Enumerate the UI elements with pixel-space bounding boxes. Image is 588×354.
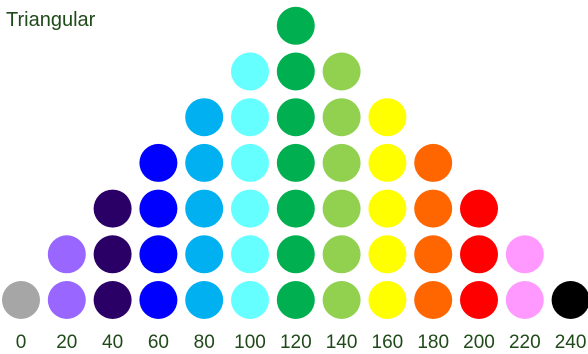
dot-x100-level2 — [231, 235, 269, 274]
dot-x80-level3 — [185, 189, 224, 228]
x-tick-label: 200 — [463, 332, 495, 353]
dot-x180-level3 — [414, 189, 453, 228]
x-tick-label: 160 — [372, 332, 404, 353]
dot-x60-level1 — [139, 281, 178, 319]
dot-columns — [2, 6, 588, 319]
dot-x160-level3 — [368, 189, 407, 228]
dot-x160-level5 — [368, 98, 407, 137]
x-tick-label: 120 — [280, 332, 312, 353]
dot-x140-level4 — [322, 143, 361, 182]
dot-x40-level1 — [93, 281, 132, 319]
dot-x0-level1 — [2, 281, 40, 319]
dot-x120-level4 — [276, 143, 315, 182]
dot-x100-level4 — [231, 143, 269, 182]
dot-x120-level5 — [276, 98, 315, 137]
x-axis-ticks: 0 20 40 60 80 100 120 140 160 180 200 220 240 — [16, 332, 587, 353]
dot-x60-level2 — [139, 235, 178, 274]
dot-x60-level4 — [139, 143, 178, 182]
dot-x200-level2 — [460, 235, 498, 274]
dot-x20-level1 — [47, 281, 86, 319]
dot-x160-level1 — [368, 281, 407, 319]
dot-x120-level2 — [276, 235, 315, 274]
x-tick-label: 140 — [326, 332, 358, 353]
dot-x120-level7 — [276, 6, 315, 45]
x-tick-label: 40 — [102, 332, 123, 353]
x-tick-label: 180 — [417, 332, 449, 353]
dot-x180-level4 — [414, 143, 453, 182]
dot-x140-level3 — [322, 189, 361, 228]
dot-x200-level3 — [460, 189, 498, 228]
dot-x60-level3 — [139, 189, 178, 228]
dot-x80-level1 — [185, 281, 224, 319]
dot-x40-level3 — [93, 189, 132, 228]
dot-x180-level2 — [414, 235, 453, 274]
chart-title: Triangular — [6, 9, 96, 31]
dot-x120-level6 — [276, 52, 315, 91]
x-tick-label: 20 — [56, 332, 77, 353]
x-tick-label: 100 — [234, 332, 266, 353]
dot-x120-level3 — [276, 189, 315, 228]
dot-x140-level2 — [322, 235, 361, 274]
x-tick-label: 240 — [555, 332, 587, 353]
dot-x160-level2 — [368, 235, 407, 274]
dot-x200-level1 — [460, 281, 498, 319]
x-tick-label: 220 — [509, 332, 541, 353]
dot-x100-level1 — [231, 281, 269, 319]
dot-x100-level6 — [231, 52, 269, 91]
dot-x180-level1 — [414, 281, 453, 319]
dot-x100-level3 — [231, 189, 269, 228]
dot-x120-level1 — [276, 281, 315, 319]
dot-x80-level2 — [185, 235, 224, 274]
dot-x80-level5 — [185, 98, 224, 137]
dot-x240-level1 — [551, 281, 588, 319]
dot-x80-level4 — [185, 143, 224, 182]
dot-x20-level2 — [47, 235, 86, 274]
x-tick-label: 0 — [16, 332, 27, 353]
x-tick-label: 60 — [148, 332, 169, 353]
dot-x140-level5 — [322, 98, 361, 137]
x-tick-label: 80 — [194, 332, 215, 353]
dot-x160-level4 — [368, 143, 407, 182]
dot-x220-level1 — [505, 281, 544, 319]
dot-x40-level2 — [93, 235, 132, 274]
dot-x140-level6 — [322, 52, 361, 91]
dot-x140-level1 — [322, 281, 361, 319]
dot-x100-level5 — [231, 98, 269, 137]
dot-x220-level2 — [505, 235, 544, 274]
